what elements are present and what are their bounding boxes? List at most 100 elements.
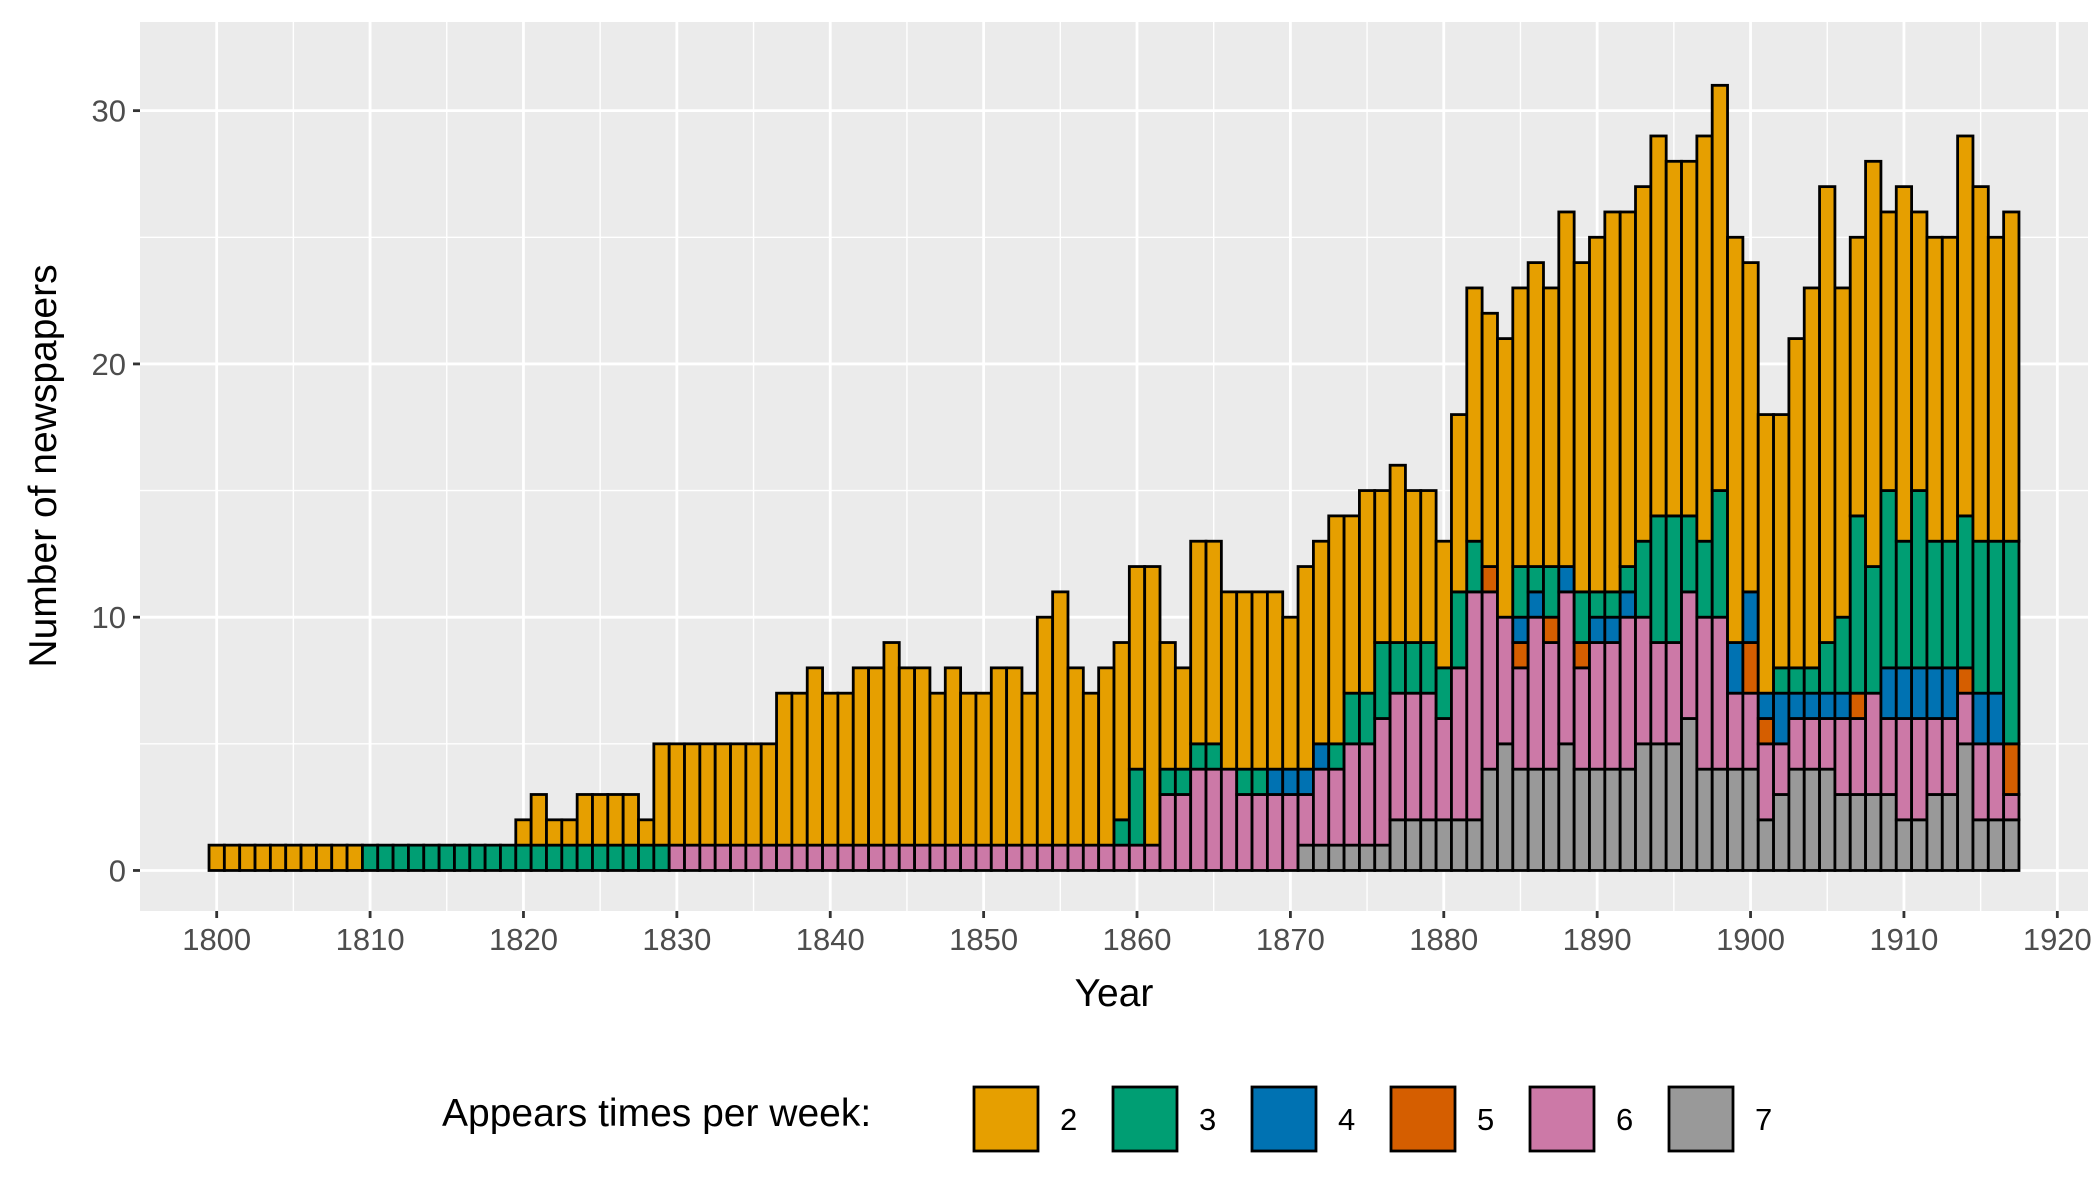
bar-segment [1634,615,1653,746]
bar-segment [1925,793,1944,872]
bar-segment [1603,590,1622,619]
bar-segment [821,691,840,847]
bar-segment [1496,742,1515,872]
bar-segment [1833,793,1852,872]
bar-segment [790,691,809,847]
x-tick-label: 1890 [1563,922,1632,957]
bar-segment [1940,539,1960,670]
bar-segment [1557,210,1576,568]
bar-segment [1802,666,1821,695]
bar-segment [1802,286,1821,670]
bar-segment [805,843,824,872]
bar-segment [1542,286,1561,568]
bar-segment [1726,235,1745,644]
bar-segment [667,742,686,847]
bar-segment [1097,666,1116,847]
bar-segment [928,843,947,872]
bar-segment [1971,185,1990,543]
bar-segment [1910,818,1929,872]
bar-segment [1511,641,1530,670]
bar-segment [1127,767,1147,847]
bar-segment [1480,767,1499,872]
bar-segment [1557,742,1576,872]
bar-segment [1634,539,1653,619]
bar-segment [1833,286,1852,619]
bar-segment [1020,691,1039,847]
bar-segment [667,843,686,872]
bar-segment [1572,261,1591,594]
bar-segment [851,666,870,847]
bar-segment [1618,615,1637,771]
bar-segment [499,843,518,872]
bar-segment [1250,767,1269,796]
bar-segment [253,843,272,872]
bar-segment [1373,489,1392,644]
x-tick-label: 1870 [1256,922,1325,957]
bar-segment [1051,590,1070,847]
bar-segment [1158,767,1177,796]
bar-segment [1480,311,1499,568]
bar-segment [1526,261,1545,568]
bar-segment [1818,641,1837,695]
bar-segment [805,666,824,847]
bar-segment [1265,590,1285,771]
bar-segment [1419,691,1438,822]
bar-segment [1434,717,1453,822]
bar-segment [1189,742,1208,771]
bar-segment [1097,843,1116,872]
bar-segment [1112,843,1131,872]
bar-segment [1956,134,1975,518]
bar-segment [483,843,502,872]
bar-segment [1235,793,1254,872]
bar-segment [1741,767,1760,872]
x-tick-label: 1840 [796,922,865,957]
bar-segment [1664,159,1683,518]
bar-segment [790,843,809,872]
bar-segment [1879,793,1898,872]
bar-segment [1894,818,1914,872]
bar-segment [1373,641,1392,720]
legend: Appears times per week: 2 3 4 5 6 7 [442,1085,1772,1153]
bar-segment [1526,767,1545,872]
bar-segment [1312,767,1331,847]
bar-segment [1526,615,1545,771]
bar-segment [437,843,456,872]
x-tick-label: 1800 [182,922,251,957]
bar-segment [1710,489,1729,619]
bar-segment [529,843,548,872]
bar-segment [1894,717,1914,822]
bar-segment [1956,666,1975,695]
bar-segment [1450,590,1469,670]
bar-segment [606,793,625,847]
x-tick-label: 1920 [2023,922,2092,957]
bar-segment [1848,235,1867,518]
bar-segment [1358,489,1377,695]
bar-segment [1588,641,1607,771]
bar-segment [759,742,778,847]
bar-segment [1603,210,1622,594]
bar-segment [1940,717,1960,796]
bar-segment [1848,514,1867,695]
bar-segment [1664,514,1683,644]
bar-segment [238,843,257,872]
bar-segment [928,691,947,847]
bar-segment [1680,159,1699,518]
bar-segment [1940,235,1960,543]
legend-label: 5 [1477,1102,1494,1137]
bar-segment [1557,565,1576,594]
bar-segment [1787,666,1806,695]
bar-segment [1204,767,1223,872]
bar-segment [1649,641,1668,746]
bar-segment [299,843,318,872]
bar-segment [1956,742,1975,872]
bar-segment [1388,691,1407,822]
bar-segment [1833,717,1852,796]
bar-segment [729,742,748,847]
y-axis-title: Number of newspapers [22,264,65,667]
bar-segment [1802,717,1821,771]
bar-segment [1925,539,1944,670]
bar-segment [1910,210,1929,492]
bar-segment [698,843,717,872]
legend-label: 6 [1616,1102,1633,1137]
bar-segment [1910,717,1929,822]
